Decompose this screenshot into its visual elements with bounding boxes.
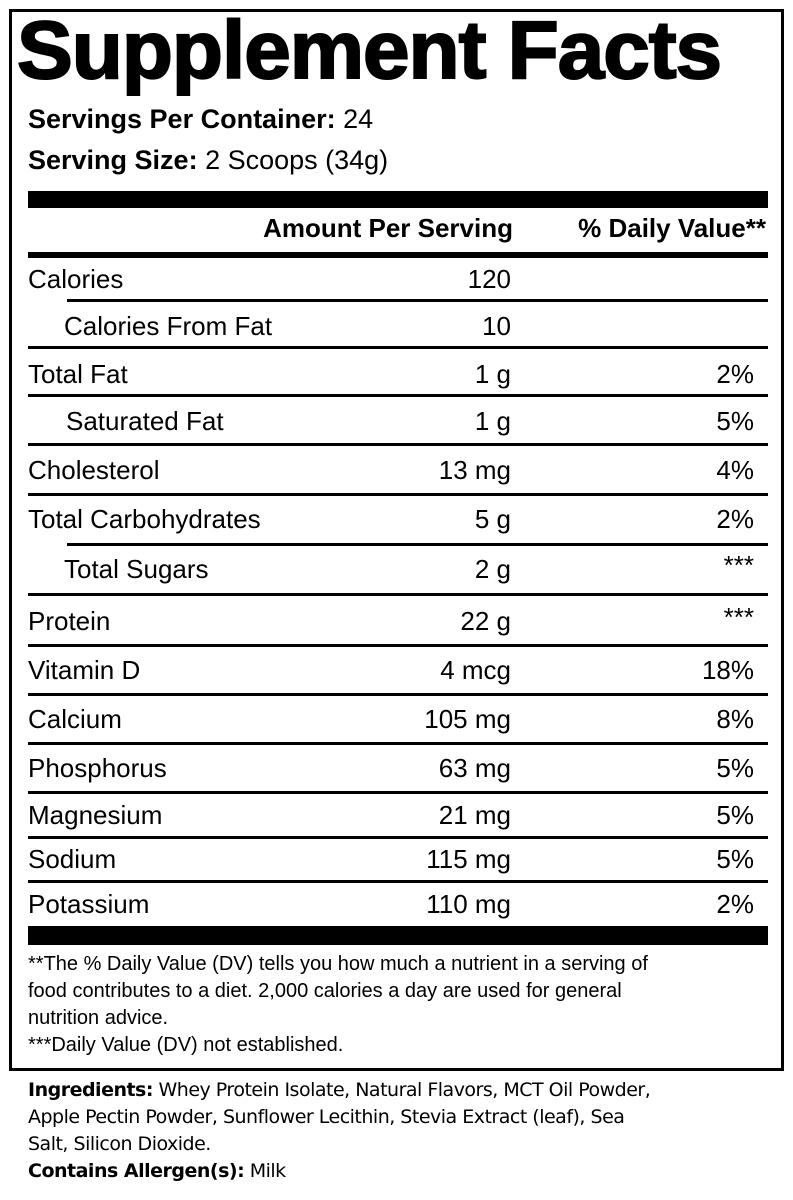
nutrient-amount: 21 mg — [438, 800, 511, 830]
row-divider — [28, 693, 768, 696]
nutrient-daily-value: 5% — [716, 753, 754, 783]
nutrient-name: Calcium — [28, 704, 122, 734]
row-divider-indented — [67, 299, 768, 302]
nutrient-amount: 1 g — [474, 406, 511, 436]
nutrient-name: Vitamin D — [28, 655, 141, 685]
servings-per-container-value: 24 — [335, 104, 374, 134]
nutrient-daily-value: 18% — [701, 655, 754, 685]
footnote-not-established: ***Daily Value (DV) not established. — [28, 1034, 344, 1056]
row-divider — [28, 836, 768, 839]
row-divider — [28, 593, 768, 596]
nutrient-amount: 13 mg — [438, 455, 511, 485]
nutrient-daily-value: 8% — [716, 704, 754, 734]
row-divider — [28, 644, 768, 647]
row-divider — [28, 346, 768, 349]
row-divider — [28, 394, 768, 397]
label-title: Supplement Facts — [16, 5, 723, 96]
row-divider — [28, 493, 768, 496]
nutrient-daily-value: 5% — [716, 844, 754, 874]
nutrient-name: Phosphorus — [28, 753, 167, 783]
ingredients-line-1: Ingredients: Whey Protein Isolate, Natur… — [28, 1077, 768, 1104]
serving-size-label: Serving Size: — [28, 145, 198, 175]
servings-per-container: Servings Per Container: 24 — [28, 106, 373, 133]
amount-per-serving-header: Amount Per Serving — [263, 213, 513, 243]
allergen-value: Milk — [244, 1160, 286, 1182]
row-divider — [28, 791, 768, 794]
nutrient-amount: 120 — [467, 264, 511, 294]
nutrient-daily-value: 2% — [716, 504, 754, 534]
nutrient-name: Calories — [28, 264, 124, 294]
nutrient-amount: 115 mg — [426, 844, 511, 874]
supplement-facts-panel — [9, 9, 784, 1071]
ingredients-line-3: Salt, Silicon Dioxide. — [28, 1133, 211, 1155]
nutrient-amount: 22 g — [460, 606, 511, 636]
nutrient-name: Potassium — [28, 889, 150, 919]
daily-value-header: % Daily Value** — [578, 213, 766, 243]
nutrient-amount: 1 g — [474, 359, 511, 389]
nutrient-name: Sodium — [28, 844, 117, 874]
nutrient-daily-value: 2% — [716, 889, 754, 919]
ingredients-label: Ingredients: — [28, 1079, 153, 1101]
row-divider-indented — [67, 543, 768, 546]
footnotes: **The % Daily Value (DV) tells you how m… — [28, 951, 768, 1059]
row-divider — [28, 880, 768, 883]
nutrient-daily-value: 2% — [716, 359, 754, 389]
nutrient-name: Protein — [28, 606, 111, 636]
nutrient-name: Total Fat — [28, 359, 128, 389]
nutrient-amount: 5 g — [474, 504, 511, 534]
row-divider — [28, 443, 768, 446]
column-header: Amount Per Serving % Daily Value** — [28, 205, 768, 245]
header-divider — [28, 252, 768, 258]
footnote-daily-value-line-3: nutrition advice. — [28, 1007, 169, 1029]
thick-divider-top — [28, 191, 768, 208]
nutrient-amount: 10 — [482, 311, 511, 341]
allergen-label: Contains Allergen(s): — [28, 1160, 245, 1182]
nutrient-name: Total Carbohydrates — [28, 504, 261, 534]
row-divider — [28, 742, 768, 745]
nutrient-amount: 2 g — [474, 554, 511, 584]
nutrient-daily-value: 5% — [716, 406, 754, 436]
serving-size-value: 2 Scoops (34g) — [197, 145, 389, 175]
thick-divider-bottom — [28, 926, 768, 945]
nutrient-name: Saturated Fat — [66, 406, 224, 436]
ingredients-text-1: Whey Protein Isolate, Natural Flavors, M… — [152, 1079, 651, 1101]
nutrient-amount: 4 mcg — [440, 655, 511, 685]
nutrient-daily-value: *** — [723, 550, 754, 580]
nutrient-name: Cholesterol — [28, 455, 160, 485]
serving-size: Serving Size: 2 Scoops (34g) — [28, 147, 388, 174]
ingredients-section: Ingredients: Whey Protein Isolate, Natur… — [28, 1077, 768, 1185]
nutrient-name: Magnesium — [28, 800, 163, 830]
nutrient-name: Calories From Fat — [64, 311, 273, 341]
nutrient-daily-value: 5% — [716, 800, 754, 830]
nutrient-amount: 63 mg — [438, 753, 511, 783]
footnote-daily-value-line-2: food contributes to a diet. 2,000 calori… — [28, 980, 622, 1002]
nutrient-daily-value: *** — [723, 602, 754, 632]
nutrient-amount: 110 mg — [426, 889, 511, 919]
ingredients-line-2: Apple Pectin Powder, Sunflower Lecithin,… — [28, 1106, 625, 1128]
servings-per-container-label: Servings Per Container: — [28, 104, 336, 134]
nutrient-name: Total Sugars — [64, 554, 209, 584]
nutrient-daily-value: 4% — [716, 455, 754, 485]
nutrient-amount: 105 mg — [424, 704, 511, 734]
footnote-daily-value-line-1: **The % Daily Value (DV) tells you how m… — [28, 953, 648, 975]
allergen-line: Contains Allergen(s): Milk — [28, 1158, 768, 1185]
